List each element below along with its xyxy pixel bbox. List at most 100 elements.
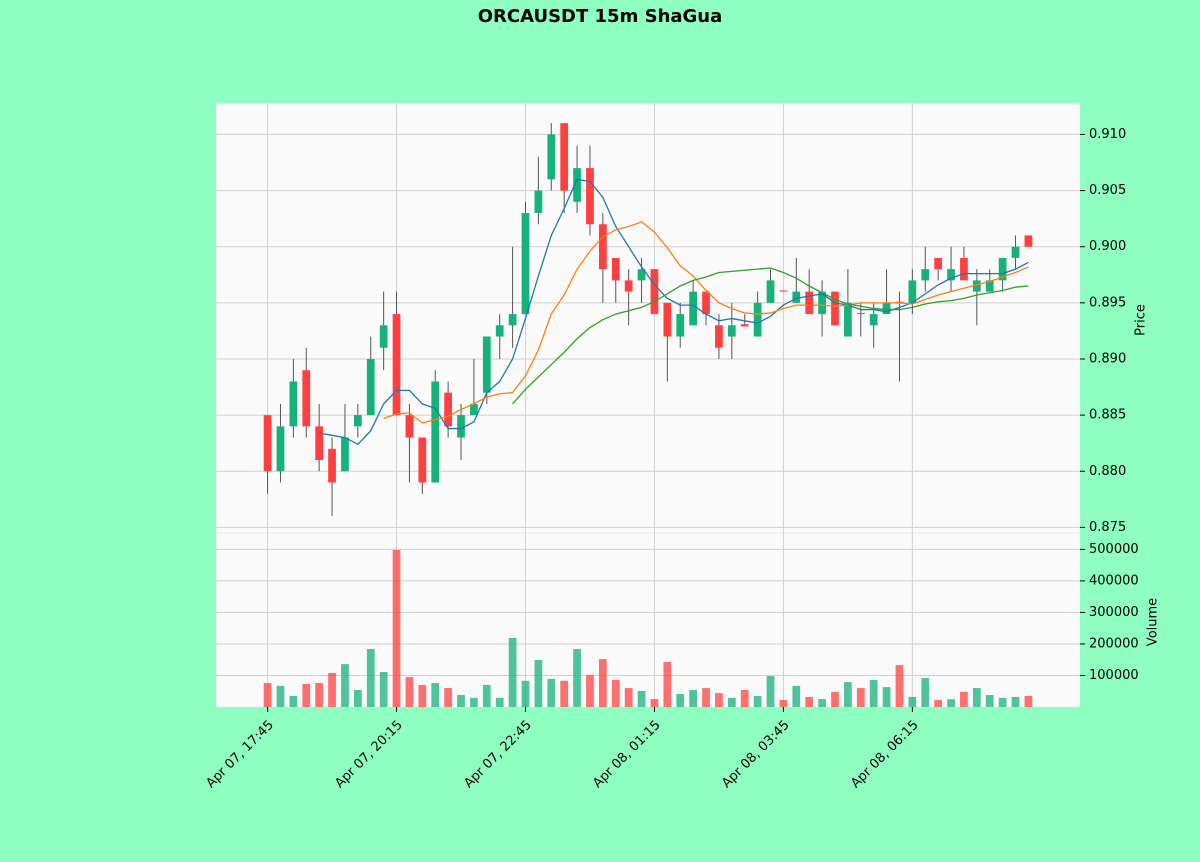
volume-bar: [856, 688, 865, 707]
candle-body: [457, 415, 465, 438]
volume-bar: [998, 697, 1007, 707]
candle-body: [405, 415, 414, 438]
volume-bar: [972, 688, 981, 707]
candle-body: [715, 325, 723, 348]
candle-body: [289, 381, 298, 427]
candle-body: [998, 257, 1007, 281]
candle-body: [934, 257, 943, 270]
moving-average-line: [383, 221, 1029, 424]
candle-body: [818, 291, 826, 315]
candle-body: [960, 257, 968, 281]
volume-bar: [779, 700, 788, 707]
volume-bar: [960, 691, 968, 707]
chart-title: ORCAUSDT 15m ShaGua: [478, 6, 723, 27]
volume-bar: [921, 678, 930, 707]
volume-bar: [908, 696, 917, 707]
candle-body: [508, 314, 517, 326]
candle-body: [727, 325, 736, 337]
candle-body: [276, 426, 285, 472]
candle-body: [882, 302, 891, 315]
candle-body: [366, 358, 375, 416]
volume-bar: [482, 684, 491, 707]
volume-bar: [869, 679, 878, 707]
volume-bar: [598, 659, 607, 707]
volume-bar: [379, 672, 388, 707]
candle-body: [663, 302, 672, 337]
y-axis-label: Price: [1134, 304, 1149, 336]
candle-body: [947, 269, 955, 281]
volume-bar: [353, 689, 362, 707]
volume-bar: [315, 683, 324, 707]
y-tick-label: 0.910: [1089, 127, 1126, 142]
y-tick-label: 0.905: [1089, 183, 1126, 198]
y-tick-label: 0.880: [1089, 464, 1126, 479]
volume-bar: [740, 689, 749, 707]
candle-body: [521, 213, 530, 315]
volume-bar: [650, 699, 659, 707]
volume-bar: [431, 683, 440, 707]
volume-bar: [560, 680, 569, 707]
y-tick-label: 0.885: [1089, 408, 1126, 423]
candle-body: [444, 392, 452, 427]
volume-bar: [715, 693, 723, 707]
volume-tick-label: 400000: [1089, 573, 1139, 588]
volume-bar: [985, 695, 994, 707]
volume-tick-label: 200000: [1089, 636, 1139, 651]
volume-bar: [663, 661, 672, 707]
volume-bar: [753, 695, 762, 707]
candle-body: [921, 269, 930, 281]
candle-body: [831, 291, 839, 326]
plot-background: [216, 103, 1080, 707]
volume-bar: [818, 699, 826, 707]
y-tick-label: 0.895: [1089, 295, 1126, 310]
candle-body: [573, 168, 581, 202]
candle-body: [766, 280, 775, 303]
candle-body: [753, 302, 762, 337]
volume-bar: [534, 660, 543, 707]
candle-body: [908, 280, 917, 303]
volume-bar: [547, 678, 556, 707]
volume-bar: [328, 672, 336, 707]
volume-bar: [302, 683, 311, 707]
candle-body: [637, 269, 646, 281]
volume-bar: [689, 689, 698, 707]
volume-bar: [702, 688, 710, 707]
candle-body: [547, 134, 556, 180]
candle-body: [431, 381, 440, 483]
volume-bar: [611, 679, 620, 707]
volume-bar: [341, 664, 349, 707]
volume-bar: [457, 695, 465, 707]
volume-bar: [508, 637, 517, 707]
candle-body: [1024, 235, 1033, 247]
volume-bar: [947, 699, 955, 707]
x-tick-label: Apr 07, 20:15: [332, 718, 405, 791]
volume-tick-label: 100000: [1089, 668, 1139, 683]
x-tick-label: Apr 07, 17:45: [203, 718, 276, 791]
volume-bar: [521, 680, 530, 707]
x-tick-label: Apr 08, 06:15: [848, 718, 921, 791]
candle-body: [470, 403, 478, 416]
volume-axis-label: Volume: [1146, 598, 1161, 646]
volume-bar: [766, 676, 775, 707]
volume-bar: [844, 682, 852, 707]
candle-body: [856, 312, 865, 315]
x-tick-label: Apr 08, 01:15: [590, 718, 663, 791]
candle-body: [1011, 246, 1020, 258]
x-tick-label: Apr 08, 03:45: [719, 718, 792, 791]
volume-bar: [495, 697, 504, 707]
volume-tick-label: 300000: [1089, 605, 1139, 620]
candle-body: [482, 336, 491, 393]
candle-body: [495, 325, 504, 337]
volume-bar: [934, 700, 943, 707]
volume-bar: [895, 665, 904, 707]
candle-body: [392, 314, 401, 416]
candle-body: [844, 302, 852, 337]
candle-body: [611, 257, 620, 281]
candle-body: [263, 415, 272, 472]
volume-bar: [418, 684, 427, 707]
candle-body: [650, 269, 659, 315]
volume-bar: [276, 685, 285, 707]
y-tick-label: 0.875: [1089, 520, 1126, 535]
candle-body: [353, 415, 362, 427]
candle-body: [792, 291, 801, 303]
